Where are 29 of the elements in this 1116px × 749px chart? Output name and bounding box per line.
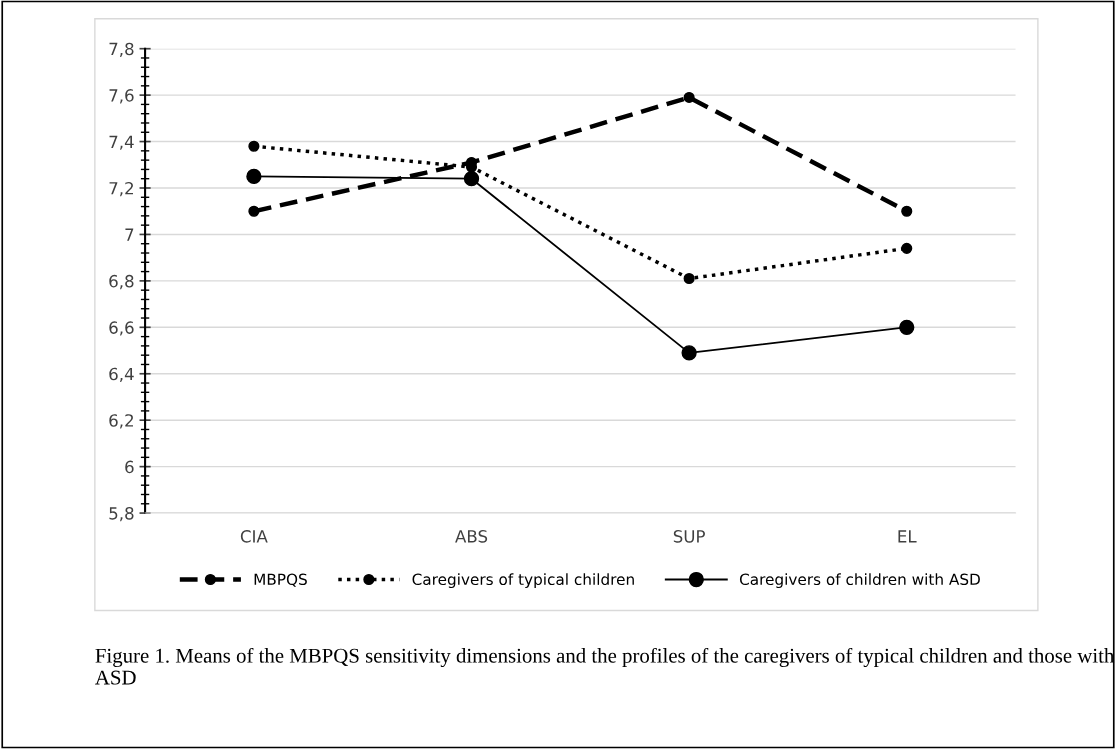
y-tick-label: 6,4 — [109, 367, 134, 383]
caption: Figure 1. Means of the MBPQS sensitivity dimensions and the profiles of the caregivers of typical children and those with ASD — [95, 647, 1115, 685]
legend-label: Caregivers of children with ASD — [739, 573, 980, 589]
x-tick-label: ABS — [455, 530, 488, 543]
legend-label: Caregivers of typical children — [412, 573, 634, 589]
point — [681, 345, 697, 361]
point — [901, 242, 913, 254]
y-tick-label: 7,6 — [109, 89, 134, 104]
y-tick-label: 7,2 — [109, 181, 133, 197]
point — [899, 319, 915, 335]
y-tick-label: 6,6 — [109, 321, 134, 336]
y-tick-label: 6 — [125, 460, 134, 474]
point — [683, 272, 695, 285]
point — [248, 140, 260, 152]
y-tick-label: 7 — [125, 228, 134, 241]
point — [246, 168, 262, 185]
y-tick-label: 7,4 — [109, 135, 134, 150]
y-tick-label: 6,8 — [109, 274, 134, 290]
point — [683, 91, 695, 104]
x-tick-label: SUP — [673, 530, 705, 543]
y-tick-label: 5,8 — [109, 507, 134, 522]
point — [248, 205, 260, 217]
point — [463, 171, 480, 187]
y-tick-label: 6,2 — [109, 414, 133, 429]
x-tick-label: EL — [898, 530, 917, 543]
y-tick-label: 7,8 — [109, 42, 134, 57]
legend-label: MBPQS — [254, 573, 307, 587]
x-tick-label: CIA — [240, 530, 268, 543]
point — [901, 205, 913, 217]
